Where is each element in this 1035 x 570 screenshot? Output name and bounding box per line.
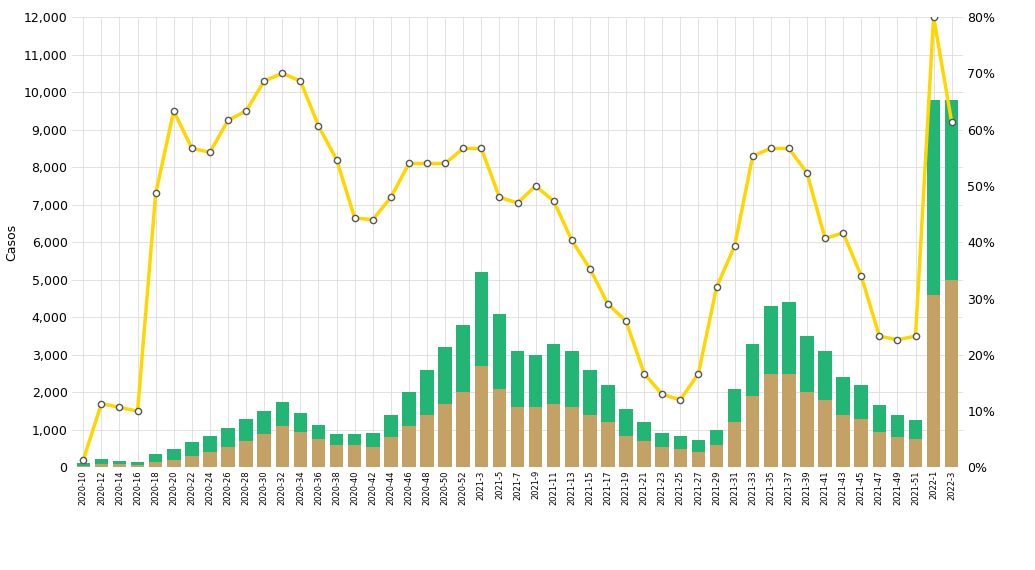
Bar	[529, 355, 542, 408]
Bar	[800, 392, 814, 467]
Bar	[185, 442, 199, 456]
Bar	[655, 447, 669, 467]
Bar	[601, 422, 615, 467]
Bar	[77, 466, 90, 467]
Bar	[909, 439, 922, 467]
Bar	[275, 426, 289, 467]
Bar	[764, 373, 777, 467]
Bar	[691, 451, 705, 467]
Bar	[167, 449, 180, 460]
Bar	[836, 377, 850, 415]
Bar	[493, 389, 506, 467]
Bar	[203, 453, 216, 467]
Bar	[546, 404, 561, 467]
Bar	[619, 435, 632, 467]
Bar	[710, 430, 723, 445]
Bar	[366, 447, 380, 467]
Bar	[113, 461, 126, 465]
Bar	[330, 445, 344, 467]
Bar	[926, 100, 941, 295]
Bar	[221, 428, 235, 447]
Bar	[655, 433, 669, 447]
Bar	[836, 415, 850, 467]
Bar	[348, 445, 361, 467]
Bar	[113, 465, 126, 467]
Bar	[529, 408, 542, 467]
Bar	[674, 435, 687, 449]
Bar	[728, 389, 741, 422]
Bar	[493, 314, 506, 389]
Bar	[819, 351, 832, 400]
Bar	[873, 405, 886, 431]
Bar	[926, 295, 941, 467]
Bar	[384, 437, 397, 467]
Bar	[149, 462, 162, 467]
Bar	[546, 344, 561, 404]
Bar	[239, 441, 253, 467]
Bar	[149, 454, 162, 462]
Bar	[94, 463, 109, 467]
Bar	[456, 392, 470, 467]
Bar	[403, 426, 416, 467]
Bar	[330, 434, 344, 445]
Bar	[239, 418, 253, 441]
Bar	[819, 400, 832, 467]
Bar	[474, 366, 489, 467]
Bar	[312, 425, 325, 439]
Y-axis label: Casos: Casos	[5, 223, 19, 261]
Bar	[746, 344, 760, 396]
Bar	[945, 100, 958, 280]
Bar	[294, 431, 307, 467]
Bar	[130, 465, 144, 467]
Bar	[294, 413, 307, 431]
Bar	[945, 280, 958, 467]
Bar	[456, 325, 470, 392]
Bar	[366, 433, 380, 447]
Bar	[167, 460, 180, 467]
Bar	[94, 459, 109, 463]
Bar	[510, 351, 525, 408]
Bar	[258, 411, 271, 434]
Bar	[638, 422, 651, 441]
Bar	[474, 272, 489, 366]
Bar	[909, 421, 922, 439]
Bar	[130, 462, 144, 465]
Bar	[258, 434, 271, 467]
Bar	[728, 422, 741, 467]
Bar	[638, 441, 651, 467]
Bar	[203, 435, 216, 453]
Bar	[746, 396, 760, 467]
Bar	[583, 415, 596, 467]
Bar	[691, 441, 705, 451]
Bar	[403, 392, 416, 426]
Bar	[420, 370, 434, 415]
Bar	[420, 415, 434, 467]
Bar	[619, 409, 632, 435]
Bar	[439, 347, 452, 404]
Bar	[348, 434, 361, 445]
Bar	[674, 449, 687, 467]
Bar	[565, 351, 579, 408]
Bar	[855, 385, 868, 418]
Bar	[275, 402, 289, 426]
Bar	[185, 456, 199, 467]
Bar	[873, 431, 886, 467]
Bar	[384, 415, 397, 437]
Bar	[800, 336, 814, 392]
Bar	[764, 306, 777, 373]
Bar	[77, 462, 90, 466]
Bar	[782, 373, 796, 467]
Bar	[710, 445, 723, 467]
Bar	[601, 385, 615, 422]
Bar	[583, 370, 596, 415]
Bar	[439, 404, 452, 467]
Bar	[312, 439, 325, 467]
Bar	[891, 415, 905, 437]
Bar	[782, 302, 796, 373]
Bar	[565, 408, 579, 467]
Bar	[510, 408, 525, 467]
Bar	[891, 437, 905, 467]
Bar	[855, 418, 868, 467]
Bar	[221, 447, 235, 467]
